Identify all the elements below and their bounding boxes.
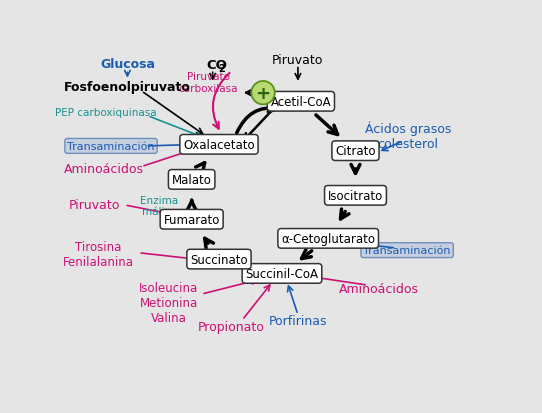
Text: Piruvato
carboxilasa: Piruvato carboxilasa bbox=[179, 72, 238, 94]
Text: Citrato: Citrato bbox=[335, 145, 376, 158]
Text: Aminoácidos: Aminoácidos bbox=[63, 162, 144, 175]
Text: Oxalacetato: Oxalacetato bbox=[183, 138, 255, 152]
Text: CO: CO bbox=[207, 59, 227, 72]
Text: PEP carboxiquinasa: PEP carboxiquinasa bbox=[55, 108, 156, 118]
Text: Transaminación: Transaminación bbox=[67, 142, 155, 152]
Text: +: + bbox=[256, 85, 270, 102]
Text: 2: 2 bbox=[218, 64, 225, 74]
Text: Glucosa: Glucosa bbox=[100, 57, 155, 70]
Text: Piruvato: Piruvato bbox=[68, 199, 120, 212]
Text: Succinil-CoA: Succinil-CoA bbox=[246, 267, 319, 280]
Text: Ácidos grasos
colesterol: Ácidos grasos colesterol bbox=[365, 121, 451, 150]
Text: Transaminación: Transaminación bbox=[363, 246, 451, 256]
Text: Succinato: Succinato bbox=[190, 253, 248, 266]
Text: Acetil-CoA: Acetil-CoA bbox=[270, 95, 331, 109]
Text: Aminoácidos: Aminoácidos bbox=[339, 282, 418, 295]
Text: Isoleucina
Metionina
Valina: Isoleucina Metionina Valina bbox=[139, 281, 198, 324]
Text: Tirosina
Fenilalanina: Tirosina Fenilalanina bbox=[62, 241, 133, 268]
Text: Enzima
málica: Enzima málica bbox=[140, 195, 178, 217]
Text: Malato: Malato bbox=[172, 173, 211, 186]
Text: Propionato: Propionato bbox=[197, 320, 264, 333]
Text: α-Cetoglutarato: α-Cetoglutarato bbox=[281, 232, 375, 245]
Text: Fumarato: Fumarato bbox=[164, 213, 220, 226]
Text: Porfirinas: Porfirinas bbox=[269, 314, 327, 327]
Text: Fosfoenolpiruvato: Fosfoenolpiruvato bbox=[64, 81, 191, 94]
Text: Piruvato: Piruvato bbox=[272, 54, 324, 67]
Text: Isocitrato: Isocitrato bbox=[328, 189, 383, 202]
